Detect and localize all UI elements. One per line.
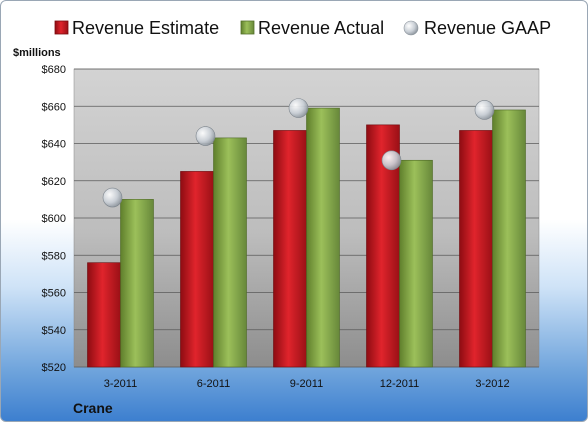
legend-item-estimate[interactable]: Revenue Estimate [54,18,219,38]
bar-estimate [273,130,307,368]
x-tick-label: 3-2012 [475,378,509,390]
bar-actual [120,199,154,368]
bar-actual [213,137,247,368]
y-tick-label: $560 [42,288,66,300]
bars [87,107,526,368]
y-tick-label: $680 [42,64,66,76]
legend-item-gaap[interactable]: Revenue GAAP [403,18,551,38]
legend-item-actual[interactable]: Revenue Actual [240,18,384,38]
x-tick-label: 9-2011 [290,378,323,390]
y-axis-ticks: $520 $540 $560 $580 $600 $620 $640 $660 $680 [42,64,66,374]
legend-swatch-actual [240,20,255,35]
gaap-marker [474,100,495,120]
bar-actual [399,159,433,368]
gaap-marker [381,150,402,171]
company-name: Crane [73,400,113,416]
gaap-marker [102,187,123,208]
bar-estimate [180,171,214,368]
gaap-markers [102,98,495,208]
y-tick-label: $600 [42,213,66,225]
bar-estimate [87,262,121,368]
gaap-marker [288,98,309,118]
y-axis-label: $millions [13,47,61,59]
legend-label-estimate: Revenue Estimate [72,18,219,38]
y-tick-label: $620 [42,176,66,188]
x-tick-label: 12-2011 [380,378,420,390]
x-axis-ticks: 3-2011 6-2011 9-2011 12-2011 3-2012 [104,378,510,390]
y-tick-label: $540 [42,325,66,337]
bar-actual [492,109,526,368]
y-tick-label: $580 [42,250,66,262]
x-tick-label: 3-2011 [104,378,137,390]
bar-estimate [459,130,493,368]
legend-swatch-gaap [403,20,419,36]
x-tick-label: 6-2011 [197,378,230,390]
y-tick-label: $660 [42,101,66,113]
legend-label-gaap: Revenue GAAP [424,18,551,38]
legend: Revenue Estimate Revenue Actual Revenue … [54,18,551,38]
y-tick-label: $640 [42,139,66,151]
gaap-marker [195,126,216,146]
legend-label-actual: Revenue Actual [258,18,384,38]
y-tick-label: $520 [42,362,66,374]
legend-swatch-estimate [54,20,69,35]
bar-actual [306,107,340,368]
